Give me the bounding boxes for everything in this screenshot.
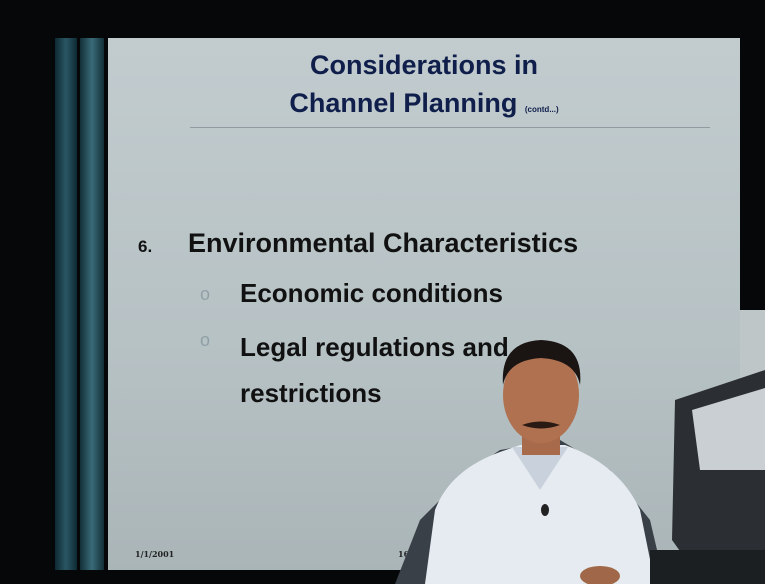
- microphone: [541, 504, 549, 516]
- video-frame: Considerations in Channel Planning (cont…: [0, 0, 765, 584]
- monitor-stand: [650, 550, 765, 584]
- scene: [0, 0, 765, 584]
- page: Considerations in Channel Planning (cont…: [0, 0, 765, 584]
